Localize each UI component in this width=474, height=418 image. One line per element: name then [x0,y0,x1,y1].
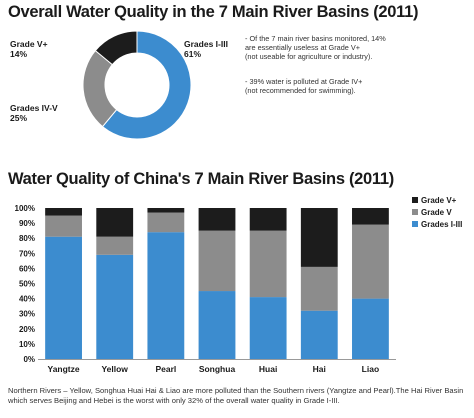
donut-chart-title: Overall Water Quality in the 7 Main Rive… [8,3,419,21]
y-tick-label: 100% [15,204,35,213]
y-tick-label: 80% [19,234,35,243]
bar-huai-grade-v [249,230,287,298]
x-category-label: Huai [259,364,277,374]
legend-swatch-grade-v [412,197,418,203]
legend-label-grade-v: Grade V [421,208,452,217]
bar-songhua-grade-v [198,208,236,231]
legend-label-grades-i-iii: Grades I-III [421,220,462,229]
y-tick-label: 10% [19,340,35,349]
bar-yangtze-grades-i-iii [45,236,82,359]
bar-liao-grades-i-iii [352,298,389,359]
y-tick-label: 60% [19,264,35,273]
legend-swatch-grades-i-iii [412,221,418,227]
legend-swatch-grade-v [412,209,418,215]
bar-liao-grade-v [352,224,389,299]
note-polluted-water: - 39% water is polluted at Grade IV+ (no… [245,77,363,95]
legend-label-grade-v: Grade V+ [421,196,457,205]
bar-yellow-grade-v [96,208,134,237]
x-category-label: Pearl [155,364,176,374]
y-tick-label: 90% [19,219,35,228]
donut-slice-grades-i-iii [101,30,192,140]
x-category-label: Hai [313,364,326,374]
y-tick-label: 70% [19,249,35,258]
x-category-label: Songhua [199,364,236,374]
x-category-label: Yellow [101,364,128,374]
bar-yellow-grades-i-iii [96,254,134,359]
note-useless-water: - Of the 7 main river basins monitored, … [245,34,386,61]
bar-songhua-grade-v [198,230,236,292]
footer-note: Northern Rivers – Yellow, Songhua Huai H… [8,386,464,405]
bar-hai-grade-v [300,266,338,311]
stacked-bar-chart: 0% 10% 20% 30% 40% 50% 60% 70% 80% 90% 100% Yangtze… [15,196,463,374]
bar-songhua-grades-i-iii [198,291,236,359]
donut-chart [82,30,192,140]
bar-chart-title: Water Quality of China's 7 Main River Ba… [8,170,394,188]
y-tick-label: 50% [19,280,35,289]
bar-pearl-grade-v [147,208,185,213]
bar-pearl-grades-i-iii [147,232,185,359]
grade-v-plus-label: Grade V+ 14% [10,39,48,59]
y-tick-label: 0% [23,355,35,364]
x-category-label: Liao [362,364,379,374]
bar-huai-grades-i-iii [249,297,287,359]
bar-hai-grades-i-iii [300,310,338,359]
bar-pearl-grade-v [147,212,185,233]
bar-hai-grade-v [300,208,338,267]
bar-liao-grade-v [352,208,389,225]
y-tick-label: 30% [19,310,35,319]
bar-yellow-grade-v [96,236,134,255]
grades-iv-v-label: Grades IV-V 25% [10,103,58,123]
x-category-label: Yangtze [48,364,80,374]
bar-huai-grade-v [249,208,287,231]
donut-slice-grade-v [94,30,138,66]
bar-yangtze-grade-v [45,208,82,216]
y-tick-label: 40% [19,295,35,304]
bar-yangtze-grade-v [45,215,82,237]
grades-i-iii-label: Grades I-III 61% [184,39,228,59]
y-tick-label: 20% [19,325,35,334]
